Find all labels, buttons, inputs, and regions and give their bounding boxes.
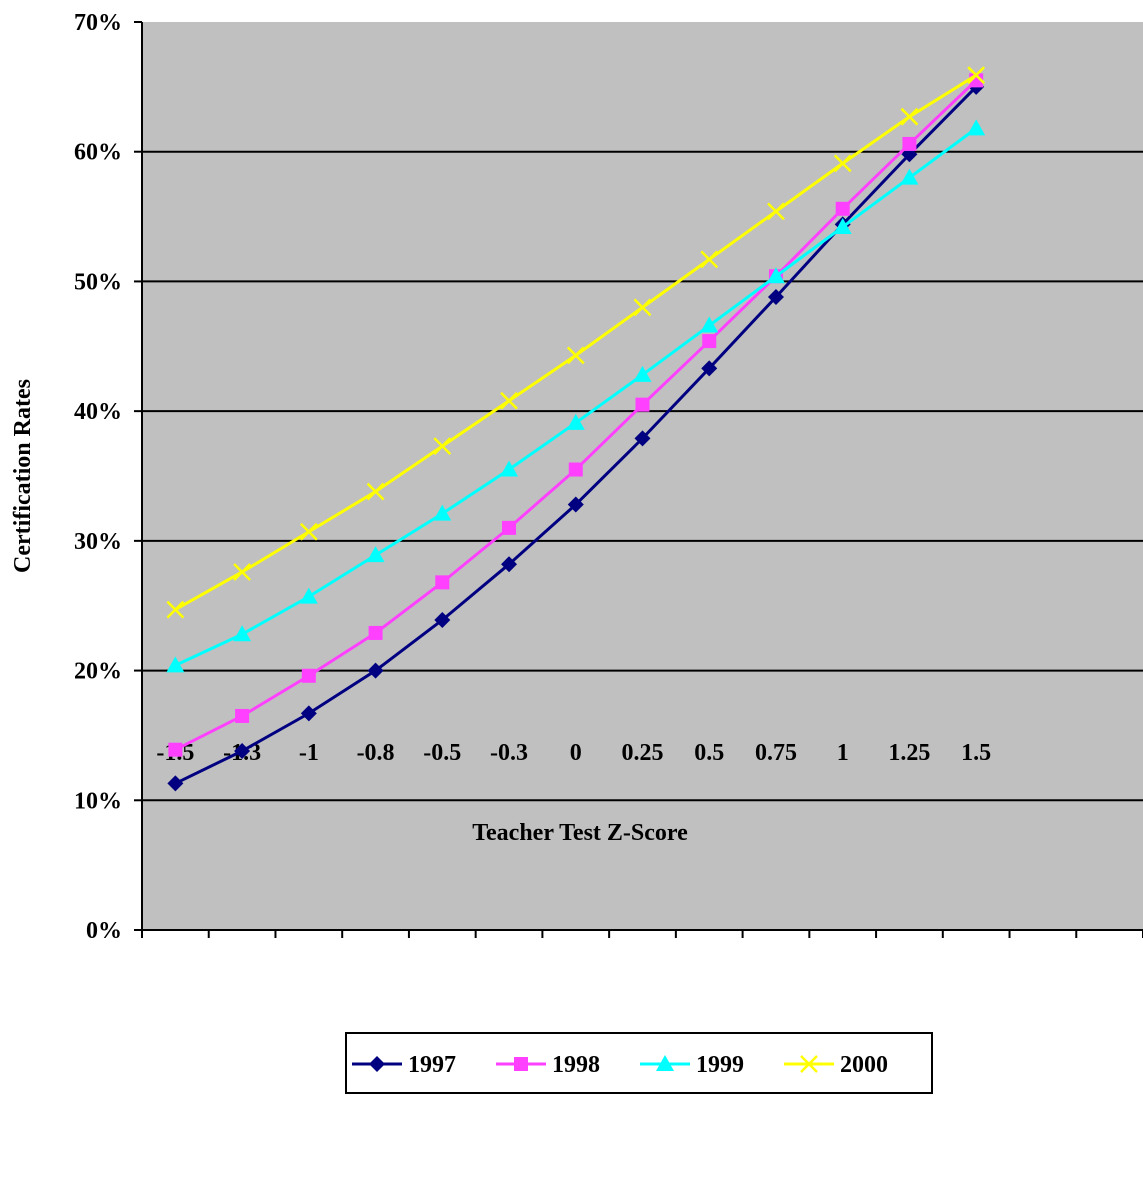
data-point-1999 xyxy=(766,267,785,284)
data-point-1998 xyxy=(835,201,850,216)
x-tick-label: 0.75 xyxy=(755,740,797,766)
data-point-1997 xyxy=(501,556,518,573)
data-point-1998 xyxy=(502,520,517,535)
x-tick-label: 1.5 xyxy=(961,740,991,766)
data-point-1999 xyxy=(233,625,252,642)
legend-label: 1999 xyxy=(696,1052,744,1078)
data-point-1997 xyxy=(300,705,317,722)
data-point-1998 xyxy=(702,334,717,349)
data-point-1999 xyxy=(967,119,986,136)
x-tick-label: -1 xyxy=(299,740,319,766)
data-point-1997 xyxy=(367,662,384,679)
data-point-2000 xyxy=(366,482,385,501)
data-point-2000 xyxy=(299,522,318,541)
data-point-1997 xyxy=(634,430,651,447)
data-point-1998 xyxy=(568,462,583,477)
data-point-1997 xyxy=(701,360,718,377)
y-tick-label: 10% xyxy=(74,788,122,814)
x-axis-title: Teacher Test Z-Score xyxy=(472,820,688,846)
legend-label: 2000 xyxy=(840,1052,888,1078)
data-point-1998 xyxy=(168,742,183,757)
data-point-1999 xyxy=(833,217,852,234)
x-tick-label: 0.25 xyxy=(622,740,664,766)
data-point-1999 xyxy=(566,413,585,430)
data-point-2000 xyxy=(233,563,251,581)
data-point-2000 xyxy=(633,298,652,317)
data-point-1997 xyxy=(767,288,784,305)
data-point-2000 xyxy=(433,437,452,456)
data-point-1999 xyxy=(299,587,318,604)
y-axis-title: Certification Rates xyxy=(10,379,36,573)
legend-marker xyxy=(800,1055,818,1073)
y-tick-label: 40% xyxy=(74,399,122,425)
data-point-2000 xyxy=(767,202,785,221)
legend-box xyxy=(345,1032,933,1094)
data-point-2000 xyxy=(900,107,919,126)
y-tick-label: 50% xyxy=(74,269,122,295)
data-point-1999 xyxy=(500,460,519,477)
series-2000 xyxy=(166,66,986,619)
legend-entry-2000: 2000 xyxy=(784,1052,888,1078)
x-tick-label: 0 xyxy=(570,740,582,766)
x-tick-label: -0.3 xyxy=(490,740,528,766)
data-point-1998 xyxy=(635,397,650,412)
x-tick-label: 1 xyxy=(837,740,849,766)
x-tick-label: -0.8 xyxy=(357,740,395,766)
data-point-1998 xyxy=(902,136,917,151)
series-layer xyxy=(166,66,986,792)
data-point-1999 xyxy=(366,546,385,563)
data-point-1998 xyxy=(301,668,316,683)
legend-marker xyxy=(656,1055,674,1071)
data-point-2000 xyxy=(500,391,518,410)
y-tick-label: 70% xyxy=(74,10,122,36)
data-point-1997 xyxy=(567,496,584,513)
data-point-1999 xyxy=(166,656,185,673)
data-point-1999 xyxy=(633,365,652,382)
data-point-1999 xyxy=(433,504,452,521)
x-tick-label: -0.5 xyxy=(423,740,461,766)
data-point-2000 xyxy=(566,346,585,365)
data-point-1999 xyxy=(900,168,919,185)
legend-entry-1997: 1997 xyxy=(352,1052,456,1078)
legend-marker xyxy=(514,1057,528,1071)
legend-marker xyxy=(369,1056,385,1072)
data-point-1997 xyxy=(434,611,451,628)
data-point-2000 xyxy=(967,66,986,85)
series-1999 xyxy=(166,119,986,673)
data-point-2000 xyxy=(700,250,719,269)
data-point-1998 xyxy=(235,708,250,723)
x-tick-label: 1.25 xyxy=(888,740,930,766)
y-tick-label: 60% xyxy=(74,140,122,166)
x-tick-label: 0.5 xyxy=(694,740,724,766)
data-point-1999 xyxy=(700,316,719,333)
legend-entry-1999: 1999 xyxy=(640,1052,744,1078)
data-point-1997 xyxy=(234,742,251,759)
data-point-2000 xyxy=(833,154,852,173)
legend: 1997 1998 1999 2000 xyxy=(345,1032,933,1094)
legend-entry-1998: 1998 xyxy=(496,1052,600,1078)
legend-label: 1997 xyxy=(408,1052,456,1078)
data-point-1998 xyxy=(368,625,383,640)
y-tick-label: 30% xyxy=(74,529,122,555)
x-axis-ticks: -1.5-1.3-1-0.8-0.5-0.300.250.50.7511.251… xyxy=(141,740,1143,938)
legend-label: 1998 xyxy=(552,1052,600,1078)
data-point-1998 xyxy=(435,575,450,590)
y-tick-label: 20% xyxy=(74,659,122,685)
plot-area xyxy=(142,22,1143,930)
y-axis-ticks: 0% 10% 20% 30% 40% 50% 60% 70% xyxy=(74,10,142,944)
data-point-2000 xyxy=(166,600,185,619)
y-tick-label: 0% xyxy=(86,918,122,944)
data-point-1997 xyxy=(167,775,184,792)
